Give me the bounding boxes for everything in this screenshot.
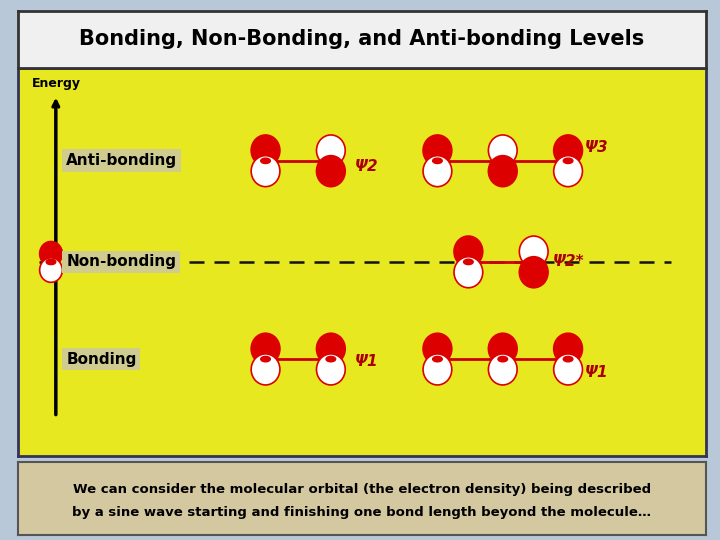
Text: Non-bonding: Non-bonding (66, 254, 176, 269)
Ellipse shape (251, 333, 280, 365)
Ellipse shape (554, 333, 582, 365)
Ellipse shape (488, 156, 517, 187)
Text: Ψ2*: Ψ2* (553, 254, 585, 269)
Circle shape (498, 356, 508, 362)
Circle shape (326, 356, 336, 362)
Ellipse shape (251, 354, 280, 385)
Ellipse shape (423, 333, 452, 365)
Ellipse shape (40, 258, 63, 282)
Circle shape (498, 158, 508, 164)
Ellipse shape (423, 354, 452, 385)
Text: Bonding, Non-Bonding, and Anti-bonding Levels: Bonding, Non-Bonding, and Anti-bonding L… (79, 29, 644, 49)
Ellipse shape (519, 236, 548, 267)
Circle shape (46, 259, 56, 265)
Ellipse shape (488, 354, 517, 385)
Text: Anti-bonding: Anti-bonding (66, 153, 177, 168)
Text: Ψ1: Ψ1 (585, 365, 609, 380)
Text: We can consider the molecular orbital (the electron density) being described: We can consider the molecular orbital (t… (73, 483, 651, 496)
Circle shape (563, 158, 573, 164)
Ellipse shape (40, 241, 63, 266)
Ellipse shape (488, 135, 517, 166)
Circle shape (261, 356, 270, 362)
Ellipse shape (554, 135, 582, 166)
Circle shape (433, 158, 442, 164)
Ellipse shape (251, 135, 280, 166)
Ellipse shape (488, 333, 517, 365)
Circle shape (261, 158, 270, 164)
Ellipse shape (317, 156, 345, 187)
Ellipse shape (423, 135, 452, 166)
Ellipse shape (554, 354, 582, 385)
Text: Ψ3: Ψ3 (585, 140, 609, 154)
Text: Ψ1: Ψ1 (355, 354, 379, 368)
Circle shape (464, 259, 473, 265)
Ellipse shape (317, 333, 345, 365)
Ellipse shape (519, 256, 548, 288)
Ellipse shape (251, 156, 280, 187)
Ellipse shape (317, 135, 345, 166)
Text: by a sine wave starting and finishing one bond length beyond the molecule…: by a sine wave starting and finishing on… (72, 506, 652, 519)
Circle shape (563, 356, 573, 362)
Ellipse shape (454, 256, 482, 288)
Ellipse shape (454, 236, 482, 267)
Circle shape (433, 356, 442, 362)
Ellipse shape (317, 354, 345, 385)
Text: Bonding: Bonding (66, 352, 137, 367)
Text: Ψ2: Ψ2 (355, 159, 379, 174)
Circle shape (529, 259, 539, 265)
Circle shape (326, 158, 336, 164)
Ellipse shape (554, 156, 582, 187)
Text: Energy: Energy (32, 77, 81, 90)
Ellipse shape (423, 156, 452, 187)
